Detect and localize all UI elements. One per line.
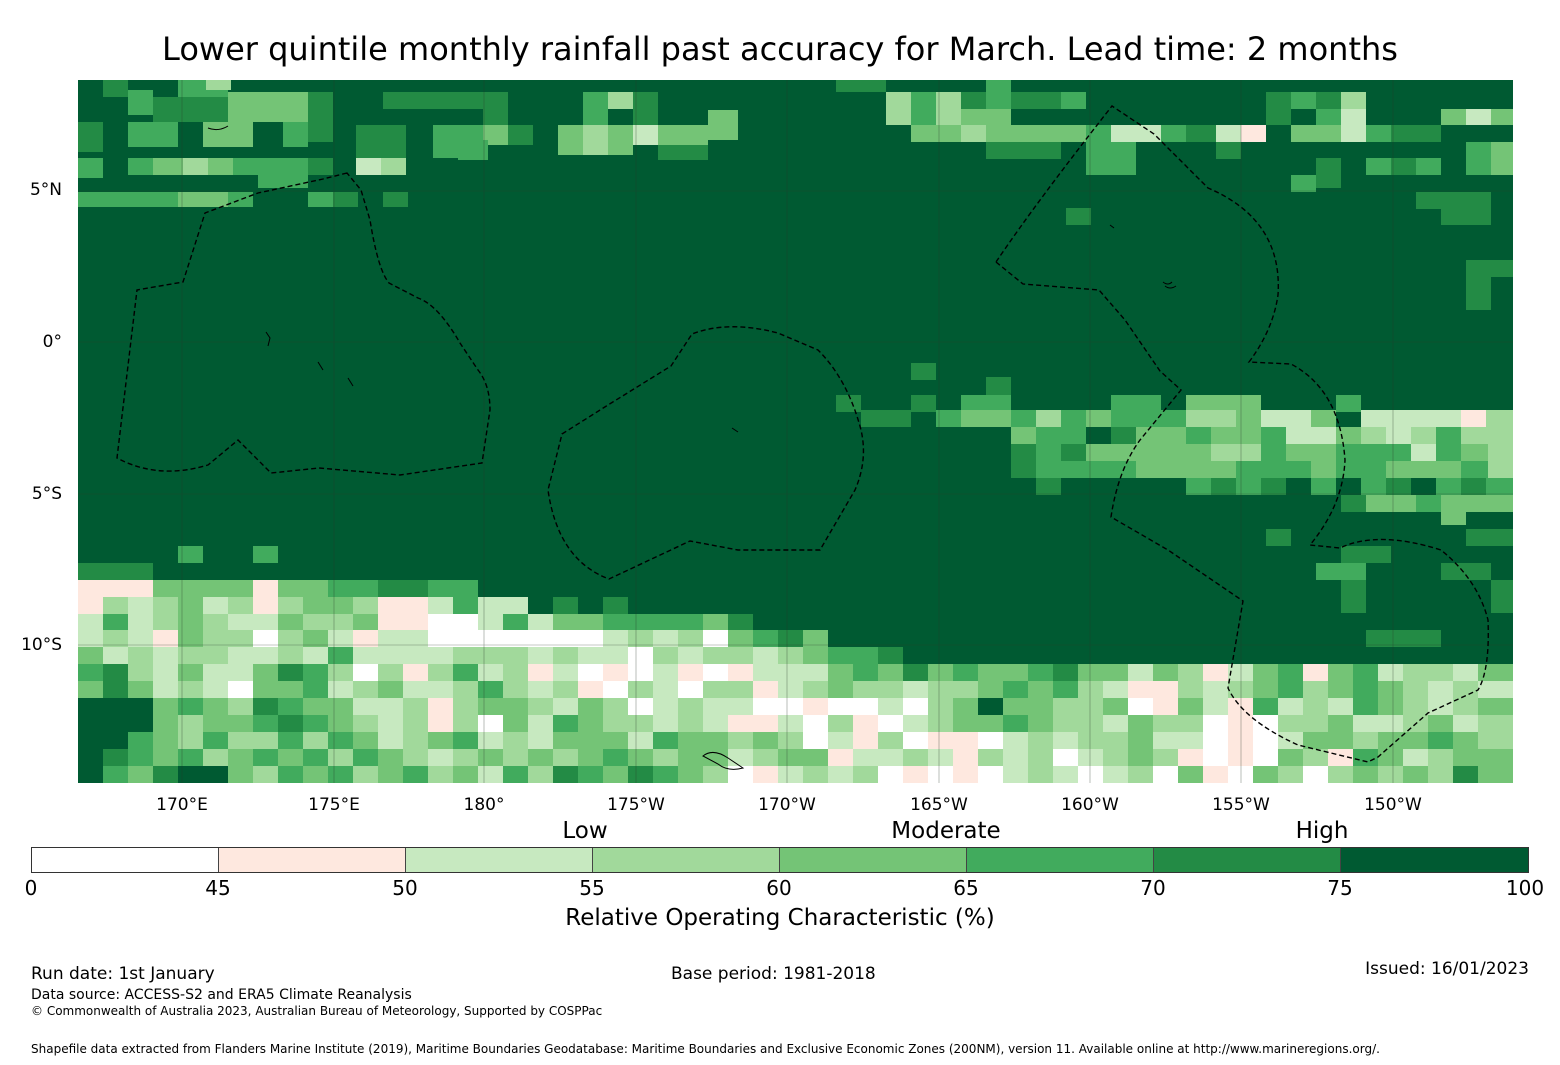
lat-label-5n: 5°N <box>29 180 62 200</box>
lon-label-170w: 170°W <box>758 795 816 815</box>
lon-label-150w: 150°W <box>1364 795 1422 815</box>
lat-label-10s: 10°S <box>21 635 62 655</box>
lon-label-155w: 155°W <box>1212 795 1270 815</box>
colorbar-tick-75: 75 <box>1327 876 1353 900</box>
colorbar-tick-50: 50 <box>392 876 418 900</box>
colorbar-tick-65: 65 <box>953 876 979 900</box>
islands <box>207 125 1177 770</box>
lon-label-180: 180° <box>463 795 505 815</box>
lat-label-5s: 5°S <box>31 484 62 504</box>
colorbar-bin-0-45 <box>32 848 219 872</box>
legend-category-high: High <box>1295 818 1349 844</box>
graticule <box>78 80 1513 783</box>
lon-label-175e: 175°E <box>308 795 360 815</box>
legend-category-moderate: Moderate <box>891 818 1001 844</box>
equatorial-east-patches <box>836 363 1513 647</box>
copyright: © Commonwealth of Australia 2023, Austra… <box>31 1004 603 1018</box>
colorbar-bin-50-55 <box>406 848 593 872</box>
shapefile-credit: Shapefile data extracted from Flanders M… <box>31 1042 1380 1056</box>
colorbar <box>31 847 1529 873</box>
eez-tokelau-samoa <box>547 326 865 580</box>
colorbar-bin-75-100 <box>1341 848 1528 872</box>
base-period: Base period: 1981-2018 <box>671 964 876 984</box>
roc-map <box>78 80 1513 783</box>
lon-label-170e: 170°E <box>156 795 208 815</box>
colorbar-bin-60-65 <box>780 848 967 872</box>
eez-kiribati-gilbert <box>116 172 491 476</box>
legend-category-low: Low <box>562 818 608 844</box>
map-canvas <box>78 80 1513 783</box>
colorbar-bin-45-50 <box>219 848 406 872</box>
eez-kiribati-line <box>995 105 1489 763</box>
colorbar-tick-55: 55 <box>579 876 605 900</box>
chart-title: Lower quintile monthly rainfall past acc… <box>162 30 1398 68</box>
north-east-patches <box>836 80 1513 310</box>
lon-label-165w: 165°W <box>910 795 968 815</box>
colorbar-bin-70-75 <box>1154 848 1341 872</box>
colorbar-title: Relative Operating Characteristic (%) <box>565 905 995 931</box>
south-band-patches <box>78 546 1513 783</box>
lon-label-160w: 160°W <box>1061 795 1119 815</box>
eez-boundaries <box>116 105 1489 763</box>
colorbar-bin-55-60 <box>593 848 780 872</box>
colorbar-tick-100: 100 <box>1505 876 1545 900</box>
issued-date: Issued: 16/01/2023 <box>1365 959 1529 979</box>
run-date: Run date: 1st January <box>31 964 215 984</box>
lat-label-0: 0° <box>42 332 62 352</box>
colorbar-bin-65-70 <box>967 848 1154 872</box>
colorbar-tick-0: 0 <box>24 876 38 900</box>
data-source: Data source: ACCESS-S2 and ERA5 Climate … <box>31 987 412 1003</box>
north-west-patches <box>78 80 738 207</box>
colorbar-tick-45: 45 <box>205 876 231 900</box>
colorbar-tick-70: 70 <box>1140 876 1166 900</box>
colorbar-tick-60: 60 <box>766 876 792 900</box>
lon-label-175w: 175°W <box>607 795 665 815</box>
